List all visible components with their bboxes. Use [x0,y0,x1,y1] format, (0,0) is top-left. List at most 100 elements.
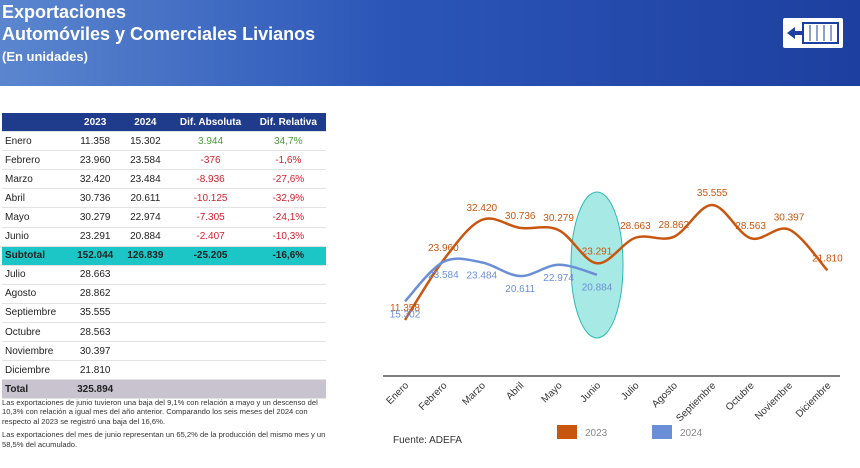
table-row: Noviembre 30.397 [2,341,326,362]
table-row: Agosto 28.862 [2,284,326,304]
table-cell: 15.302 [120,131,171,152]
table-cell: Total [2,379,71,400]
table-cell [120,303,171,324]
table-cell [170,379,251,400]
title: Exportaciones [2,2,127,22]
table-cell [250,303,326,324]
export-icon [783,18,843,48]
table-row: Enero 11.358 15.302 3.944 34,7% [2,131,326,152]
table-cell: 30.736 [70,188,121,209]
x-tick-label: Diciembre [794,380,834,420]
table-cell: 34,7% [250,131,326,152]
table-row: Abril 30.736 20.611 -10.125 -32,9% [2,188,326,209]
table-cell: 23.291 [70,227,121,247]
x-tick-label: Abril [504,380,526,402]
table-cell: 28.663 [70,265,121,285]
table-cell: 3.944 [170,131,251,152]
table-cell: Marzo [2,169,71,190]
table-cell: -1,6% [250,150,326,171]
data-label: 28.862 [659,220,690,231]
unit: (En unidades) [2,49,88,64]
data-label: 23.291 [582,246,613,257]
x-tick-label: Mayo [540,380,565,405]
table-row: Diciembre 21.810 [2,360,326,381]
table-cell: Julio [2,265,71,285]
data-label: 30.279 [543,213,574,224]
data-label: 30.736 [505,211,536,222]
table-cell: 32.420 [70,169,121,190]
table-row: Febrero 23.960 23.584 -376 -1,6% [2,150,326,171]
table-cell: 20.611 [120,188,171,209]
table-cell [120,341,171,362]
x-tick-label: Enero [384,380,411,407]
x-tick-label: Julio [619,380,642,403]
table-row: Julio 28.663 [2,265,326,285]
table-cell: -25.205 [170,246,251,266]
table-cell: 23.584 [120,150,171,171]
column-header: Dif. Absoluta [170,113,251,133]
table-cell: -10.125 [170,188,251,209]
table-cell [120,360,171,381]
table-row: Septiembre 35.555 [2,303,326,324]
table-cell: -24,1% [250,207,326,228]
source: Fuente: ADEFA [393,435,462,446]
table-cell: -32,9% [250,188,326,209]
table-cell: 23.960 [70,150,121,171]
table-row: Marzo 32.420 23.484 -8.936 -27,6% [2,169,326,190]
table-cell: Abril [2,188,71,209]
data-table: 2023 2024 Dif. Absoluta Dif. Relativa Enero 1… [2,113,326,400]
x-tick-label: Agosto [650,380,680,410]
table-cell [170,341,251,362]
legend-label: 2024 [680,428,703,439]
legend-swatch [557,425,577,439]
table-cell [250,284,326,304]
table-cell: 30.397 [70,341,121,362]
table-cell: 325.894 [70,379,121,400]
table-cell: -7.305 [170,207,251,228]
table-cell [170,303,251,324]
data-label: 32.420 [467,203,498,214]
table-row: Octubre 28.563 [2,322,326,343]
table-cell: -2.407 [170,227,251,247]
x-tick-label: Junio [578,380,603,405]
table-row: Mayo 30.279 22.974 -7.305 -24,1% [2,207,326,228]
table-cell [120,265,171,285]
table-cell: 23.484 [120,169,171,190]
data-label: 22.974 [543,273,574,284]
data-label: 28.663 [620,221,651,232]
data-label: 20.884 [582,283,613,294]
table-cell [170,265,251,285]
table-cell: Enero [2,131,71,152]
data-label: 23.484 [467,270,498,281]
table-cell: 11.358 [70,131,121,152]
table-cell: Febrero [2,150,71,171]
x-tick-label: Noviembre [753,380,795,422]
series-line [403,203,829,321]
data-label: 11.358 [390,303,420,314]
table-cell: 21.810 [70,360,121,381]
table-cell [170,360,251,381]
note: Las exportaciones del mes de junio repre… [2,430,326,449]
table-cell: 30.279 [70,207,121,228]
table-row: Subtotal 152.044 126.839 -25.205 -16,6% [2,246,326,266]
table-cell: 152.044 [70,246,121,266]
column-header: 2024 [120,113,171,133]
column-header [2,113,71,133]
table-cell: 126.839 [120,246,171,266]
data-label: 35.555 [697,188,728,199]
table-cell [120,322,171,343]
legend-swatch [652,425,672,439]
x-tick-label: Febrero [417,380,450,413]
header-row: 2023 2024 Dif. Absoluta Dif. Relativa [2,113,326,133]
data-label: 30.397 [774,213,805,224]
table-cell: Junio [2,227,71,247]
table-cell [120,284,171,304]
header: Exportaciones Automóviles y Comerciales … [0,0,860,86]
table-cell: Noviembre [2,341,71,362]
table-cell [120,379,171,400]
table-cell: Septiembre [2,303,71,324]
table-cell: Octubre [2,322,71,343]
table-cell: 28.563 [70,322,121,343]
